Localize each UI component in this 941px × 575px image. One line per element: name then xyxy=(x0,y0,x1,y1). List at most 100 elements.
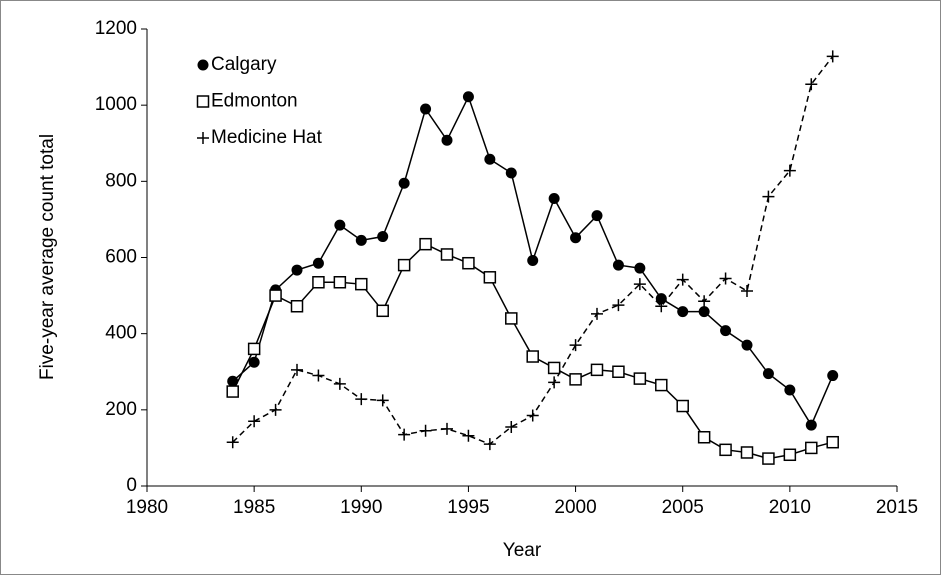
data-point xyxy=(269,403,282,416)
data-point xyxy=(462,256,475,270)
data-point xyxy=(505,167,517,179)
data-point xyxy=(612,365,625,378)
data-point xyxy=(740,446,754,459)
data-point xyxy=(227,375,239,387)
data-point xyxy=(697,431,711,444)
y-axis-label: Five-year average count total xyxy=(37,134,58,380)
data-point xyxy=(676,273,689,286)
data-point xyxy=(334,219,346,231)
data-point xyxy=(312,257,324,269)
data-point xyxy=(312,369,325,382)
data-point xyxy=(526,409,539,422)
x-tick-label: 2010 xyxy=(769,497,811,518)
data-point xyxy=(633,372,647,385)
data-point xyxy=(419,424,432,437)
data-point xyxy=(698,295,711,308)
data-point xyxy=(527,255,539,267)
data-point xyxy=(484,153,496,165)
data-point xyxy=(805,441,818,455)
x-tick-label: 1995 xyxy=(447,497,489,518)
legend-label: Calgary xyxy=(211,54,277,75)
y-tick-label: 400 xyxy=(105,323,137,344)
y-tick-label: 200 xyxy=(105,399,137,420)
data-point xyxy=(226,436,239,449)
data-point xyxy=(462,429,475,442)
legend-marker xyxy=(197,59,209,71)
data-point xyxy=(569,373,582,386)
data-point xyxy=(783,448,797,462)
data-point xyxy=(698,306,710,318)
data-point xyxy=(570,232,582,244)
y-tick-label: 1200 xyxy=(95,18,137,39)
x-tick-label: 2015 xyxy=(876,497,918,518)
data-point xyxy=(719,272,732,285)
data-point xyxy=(355,277,368,291)
data-point xyxy=(291,264,303,276)
data-point xyxy=(526,350,539,363)
data-point xyxy=(612,259,624,271)
data-point xyxy=(805,78,818,91)
data-point xyxy=(333,276,347,289)
data-point xyxy=(269,289,282,302)
data-point xyxy=(826,50,839,63)
data-point xyxy=(569,339,582,352)
data-point xyxy=(591,307,603,320)
data-point xyxy=(762,190,775,203)
data-point xyxy=(590,363,604,377)
data-point xyxy=(483,438,496,451)
y-tick-label: 1000 xyxy=(95,94,137,115)
data-point xyxy=(441,134,453,146)
x-tick-label: 1985 xyxy=(233,497,275,518)
data-point xyxy=(505,312,518,325)
x-tick-label: 2000 xyxy=(554,497,596,518)
data-point xyxy=(762,452,775,465)
data-point xyxy=(612,299,625,312)
y-tick-label: 0 xyxy=(126,475,137,496)
data-point xyxy=(655,300,668,313)
data-point xyxy=(676,399,689,413)
data-point xyxy=(333,377,346,390)
y-tick-label: 800 xyxy=(105,170,137,191)
legend-marker xyxy=(197,132,209,144)
data-point xyxy=(805,419,817,431)
x-tick-label: 2005 xyxy=(662,497,704,518)
data-point xyxy=(376,394,389,407)
data-point xyxy=(720,325,732,337)
y-tick-label: 600 xyxy=(105,247,137,268)
data-point xyxy=(248,415,261,428)
data-point xyxy=(827,370,839,382)
data-point xyxy=(677,306,689,318)
legend-label: Medicine Hat xyxy=(211,127,323,148)
data-point xyxy=(741,285,753,298)
data-point xyxy=(398,177,410,189)
data-point xyxy=(719,443,732,457)
data-point xyxy=(440,248,454,261)
data-point xyxy=(419,237,432,251)
data-point xyxy=(397,258,411,272)
data-point xyxy=(783,164,796,177)
data-point xyxy=(483,271,497,284)
x-tick-label: 1980 xyxy=(126,497,168,518)
data-point xyxy=(634,262,646,274)
data-point xyxy=(290,299,304,313)
data-point xyxy=(441,422,453,435)
data-point xyxy=(226,385,239,398)
data-point xyxy=(462,91,474,103)
data-point xyxy=(377,231,389,243)
legend-marker xyxy=(196,95,210,108)
data-point xyxy=(398,428,411,441)
data-point xyxy=(762,368,774,380)
data-point xyxy=(247,342,261,356)
legend-label: Edmonton xyxy=(211,91,298,112)
data-point xyxy=(547,361,561,375)
data-point xyxy=(355,234,367,246)
data-point xyxy=(376,304,389,318)
data-point xyxy=(655,378,668,392)
data-point xyxy=(248,356,260,368)
data-point xyxy=(655,293,667,305)
data-point xyxy=(784,384,796,396)
data-point xyxy=(312,276,325,289)
data-point xyxy=(591,210,603,222)
